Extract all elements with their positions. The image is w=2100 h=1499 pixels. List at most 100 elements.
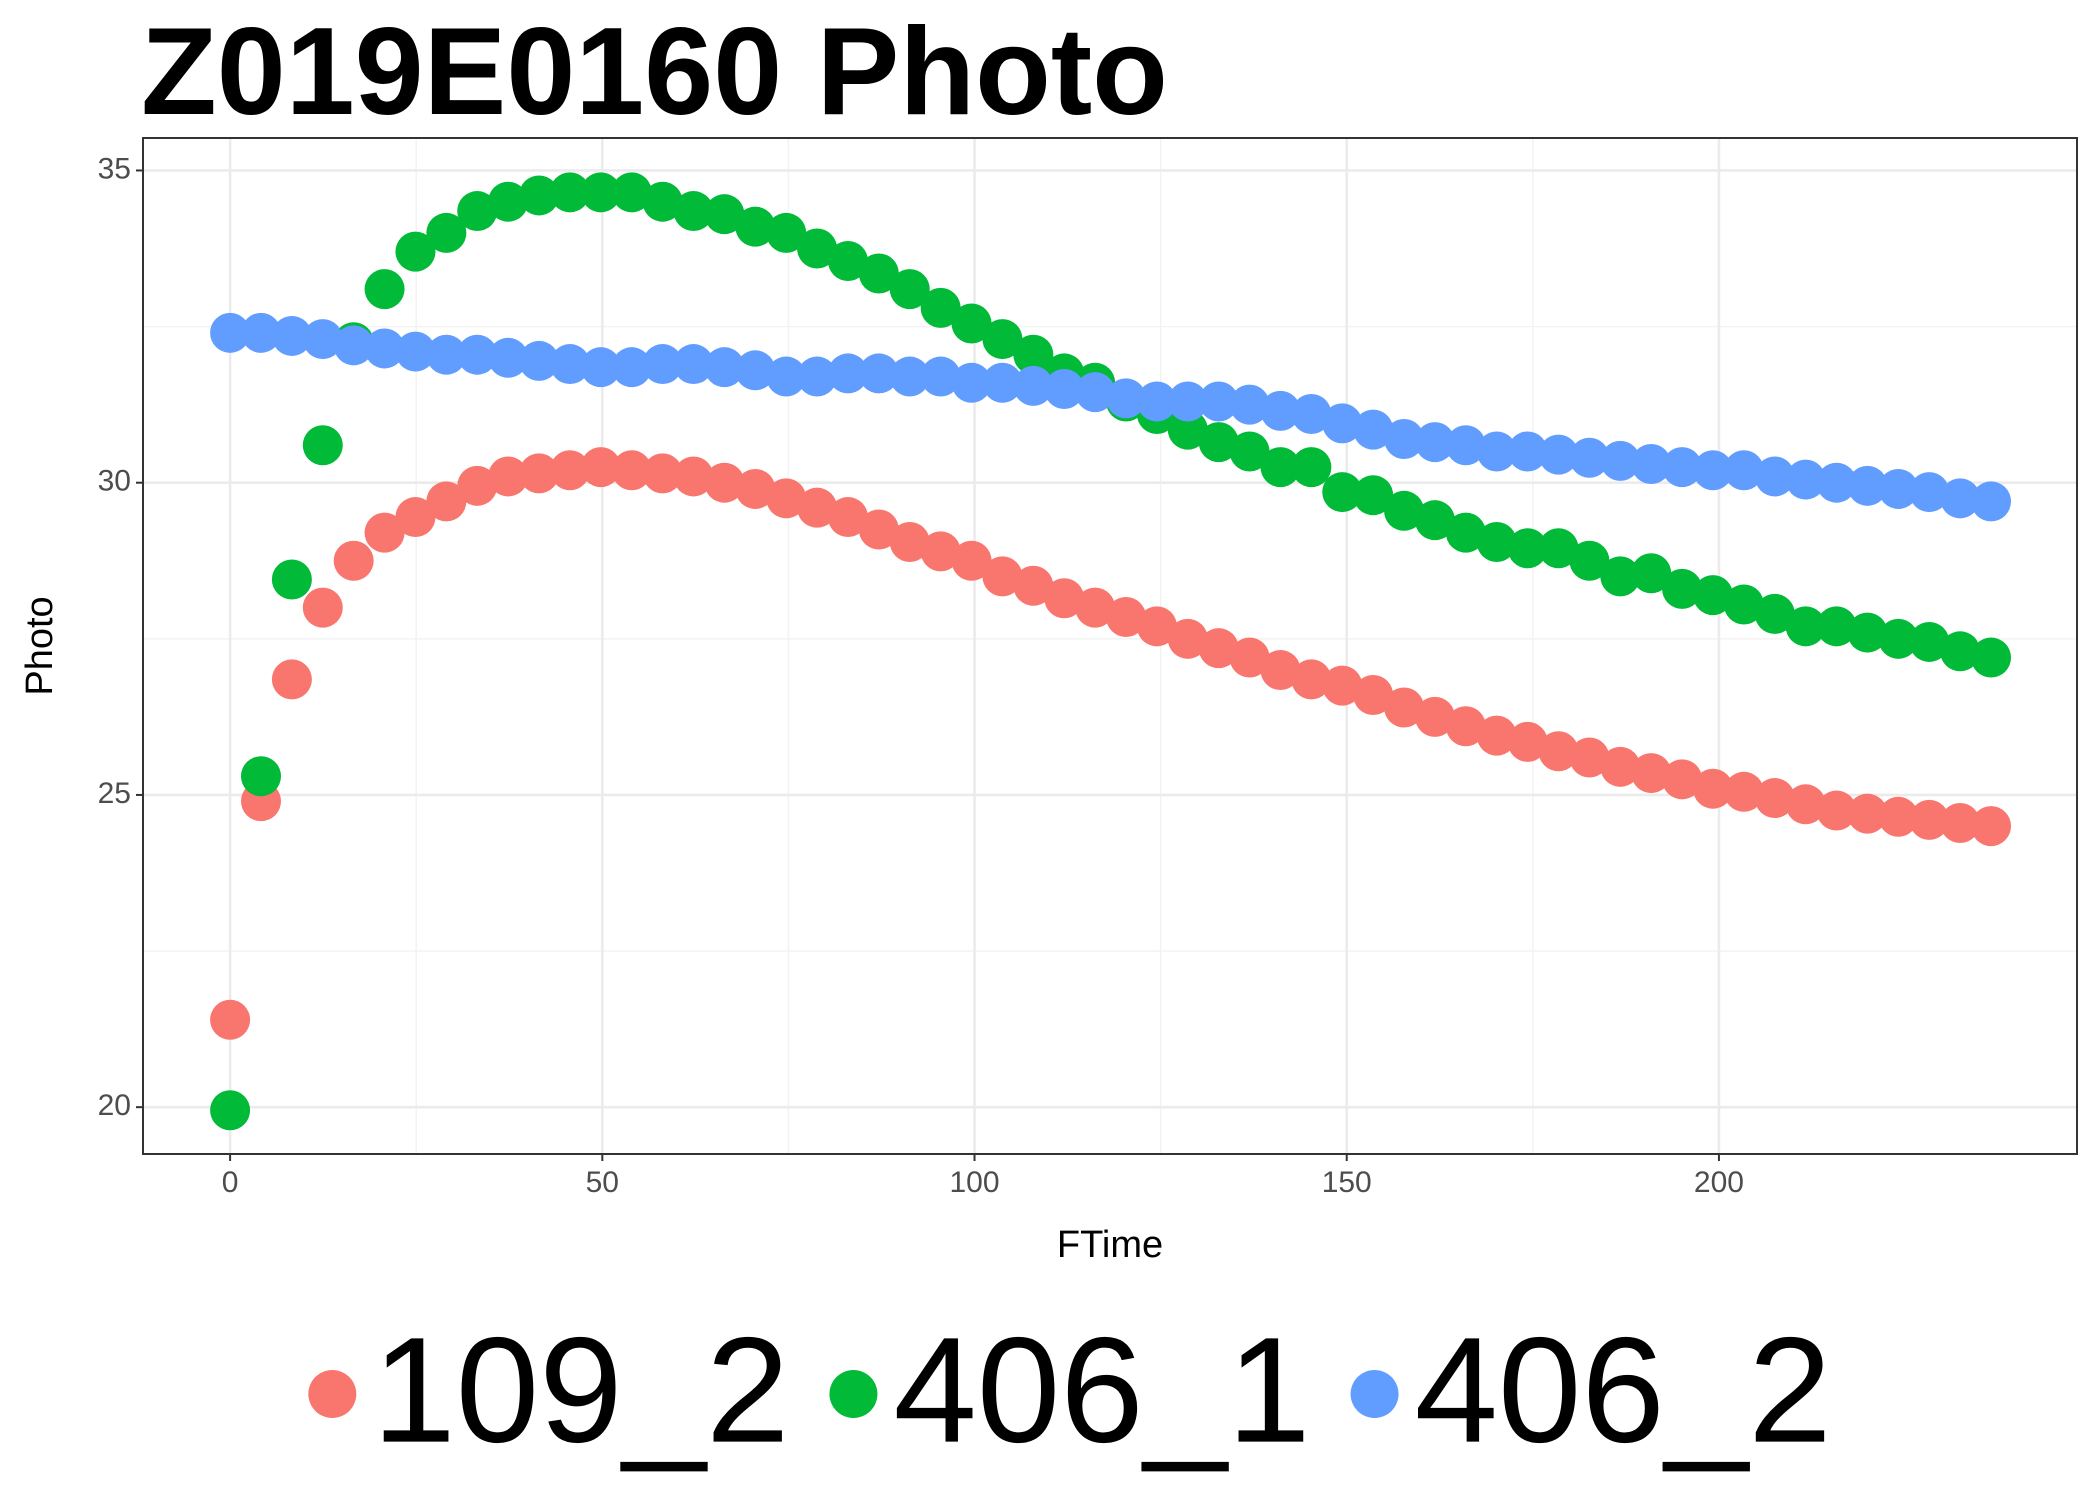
- data-point: [1662, 447, 1703, 488]
- x-tick-label: 0: [222, 1166, 239, 1199]
- data-point: [1445, 512, 1486, 553]
- data-point: [1229, 431, 1270, 472]
- data-point: [1198, 422, 1239, 463]
- data-point: [858, 509, 899, 550]
- data-point: [1878, 468, 1919, 509]
- data-point: [797, 356, 838, 397]
- data-point: [982, 362, 1023, 403]
- data-point: [611, 347, 652, 388]
- data-point: [271, 315, 312, 356]
- data-point: [1260, 447, 1301, 488]
- data-point: [982, 556, 1023, 597]
- data-point: [611, 172, 652, 213]
- data-point: [1631, 443, 1672, 484]
- legend-label: 406_2: [1415, 1306, 1832, 1474]
- data-point: [549, 172, 590, 213]
- data-point: [1631, 753, 1672, 794]
- x-tick-label: 200: [1694, 1166, 1744, 1199]
- data-point: [240, 312, 281, 353]
- data-point: [302, 425, 343, 466]
- data-point: [1414, 422, 1455, 463]
- data-point: [766, 212, 807, 253]
- data-point: [519, 453, 560, 494]
- data-point: [1785, 606, 1826, 647]
- data-point: [1940, 803, 1981, 844]
- data-point: [889, 522, 930, 563]
- data-point: [1013, 365, 1054, 406]
- data-point: [1353, 675, 1394, 716]
- data-point: [1167, 381, 1208, 422]
- data-point: [673, 191, 714, 232]
- data-point: [1229, 384, 1270, 425]
- data-point: [457, 191, 498, 232]
- data-point: [1538, 528, 1579, 569]
- data-point: [1384, 490, 1425, 531]
- data-point: [1971, 806, 2012, 847]
- data-point: [364, 269, 405, 310]
- data-point: [920, 356, 961, 397]
- data-point: [1723, 771, 1764, 812]
- data-point: [333, 325, 374, 366]
- data-point: [1600, 440, 1641, 481]
- data-point: [642, 181, 683, 222]
- data-point: [1106, 596, 1147, 637]
- data-point: [1785, 459, 1826, 500]
- data-point: [395, 231, 436, 272]
- data-point: [1538, 731, 1579, 772]
- data-point: [1013, 565, 1054, 606]
- data-point: [611, 450, 652, 491]
- data-point: [766, 478, 807, 519]
- data-point: [704, 462, 745, 503]
- data-point: [1353, 409, 1394, 450]
- y-tick-label: 25: [98, 777, 131, 810]
- data-point: [1291, 659, 1332, 700]
- data-point: [519, 175, 560, 216]
- data-point: [1322, 665, 1363, 706]
- data-point: [271, 559, 312, 600]
- data-point: [1198, 381, 1239, 422]
- data-point: [1445, 425, 1486, 466]
- panel-border: [142, 137, 2078, 1155]
- data-point: [827, 241, 868, 282]
- data-point: [1106, 378, 1147, 419]
- data-point: [735, 468, 776, 509]
- data-point: [858, 353, 899, 394]
- data-point: [1692, 450, 1733, 491]
- data-point: [1754, 593, 1795, 634]
- data-point: [1600, 746, 1641, 787]
- data-point: [982, 319, 1023, 360]
- data-point: [302, 587, 343, 628]
- data-point: [210, 999, 251, 1040]
- data-point: [1878, 796, 1919, 837]
- data-point: [1847, 465, 1888, 506]
- data-point: [364, 512, 405, 553]
- legend-label: 109_2: [372, 1306, 789, 1474]
- data-point: [642, 453, 683, 494]
- data-point: [766, 356, 807, 397]
- data-point: [1847, 793, 1888, 834]
- data-point: [1692, 768, 1733, 809]
- data-point: [1322, 403, 1363, 444]
- data-point: [951, 303, 992, 344]
- data-point: [1754, 778, 1795, 819]
- data-point: [302, 319, 343, 360]
- data-point: [1816, 462, 1857, 503]
- data-point: [920, 531, 961, 572]
- data-point: [1816, 790, 1857, 831]
- data-point: [1909, 621, 1950, 662]
- data-point: [240, 756, 281, 797]
- x-axis-title: FTime: [1057, 1224, 1163, 1266]
- data-point: [457, 334, 498, 375]
- data-point: [1507, 721, 1548, 762]
- data-point: [1662, 568, 1703, 609]
- data-point: [1754, 456, 1795, 497]
- data-point: [1044, 369, 1085, 410]
- data-point: [704, 194, 745, 235]
- data-point: [1136, 606, 1177, 647]
- data-point: [920, 287, 961, 328]
- data-point: [1013, 334, 1054, 375]
- data-point: [1507, 431, 1548, 472]
- data-point: [426, 481, 467, 522]
- data-point: [1384, 418, 1425, 459]
